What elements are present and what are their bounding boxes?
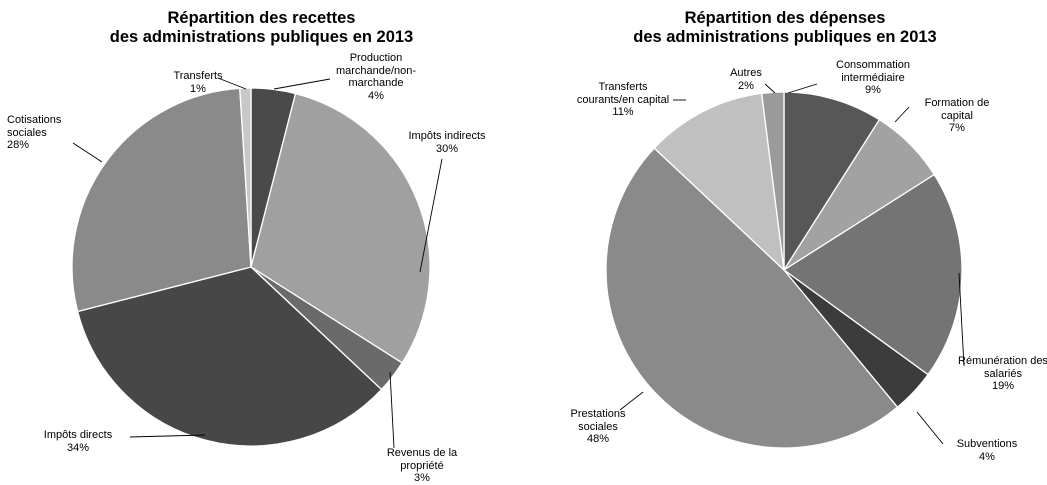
chart-title-line-2: des administrations publiques en 2013 [633, 28, 937, 46]
data-label-cotisations-sociales: Cotisations sociales 28% [7, 114, 75, 152]
pie-chart-recettes: Répartition des recettes des administrat… [0, 0, 523, 484]
slice-label-text: courants/en capital [576, 93, 670, 106]
leader-line-consommation-intermediaire [787, 83, 818, 94]
leader-line-transferts [217, 77, 247, 90]
data-label-production-marchande-non-marchande: Production marchande/non-marchande 4% [333, 52, 419, 102]
chart-title-line-1: Répartition des recettes [167, 9, 356, 27]
leader-line-cotisations-sociales [72, 142, 103, 163]
slice-label-text: Impôts directs [43, 429, 113, 441]
slice-label-text: Consommation [836, 59, 910, 71]
slice-value-text: 48% [586, 433, 610, 445]
slice-value-text: 3% [414, 472, 430, 484]
slice-label-text: Impôts indirects [408, 130, 486, 142]
slice-label-text: Formation de [924, 97, 990, 109]
slice-label-text: propriété [400, 459, 444, 472]
chart-title-line-2: des administrations publiques en 2013 [109, 28, 414, 46]
slice-value-text: 2% [738, 79, 754, 92]
slice-label-text: marchande/non- [335, 64, 417, 77]
leader-line-revenus-de-la-propriete [389, 371, 395, 449]
leader-line-prestations-sociales [619, 391, 644, 411]
slice-value-text: 4% [368, 89, 384, 102]
data-label-prestations-sociales: Prestations sociales 48% [558, 408, 638, 446]
slice-label-text: sociales [7, 126, 47, 139]
pie-slice-consommation-intermediaire [783, 91, 881, 273]
slice-value-text: 19% [991, 380, 1015, 392]
slice-value-text: 34% [66, 441, 90, 454]
slice-label-text: Revenus de la [386, 447, 458, 459]
slice-value-text: 1% [190, 82, 206, 95]
slice-value-text: 28% [7, 139, 30, 151]
pie-slice-impots-directs [76, 266, 383, 447]
data-label-consommation-intermediaire: Consommation intermédiaire 9% [813, 59, 933, 97]
leader-line-autres [764, 83, 776, 94]
pie-slice-remuneration-des-salaries [782, 173, 963, 376]
chart-title-depenses: Répartition des dépenses des administrat… [523, 9, 1047, 47]
slice-value-text: 30% [435, 142, 459, 155]
leader-line-remuneration-des-salaries [958, 272, 965, 367]
slice-label-text: marchande [348, 77, 404, 89]
slice-label-text: Autres [730, 67, 762, 79]
pie-slice-impots-indirects [250, 92, 431, 364]
slice-label-text: intermédiaire [841, 71, 905, 84]
data-label-transferts-courants-en-capital: Transferts courants/en capital 11% [563, 81, 683, 119]
data-label-impots-indirects: Impôts indirects 30% [397, 130, 497, 155]
slice-value-text: 4% [979, 450, 995, 463]
data-label-transferts: Transferts 1% [165, 70, 231, 95]
pie-slice-transferts [239, 87, 252, 268]
leader-line-production-marchande-non-marchande [273, 78, 331, 90]
leader-line-formation-de-capital [894, 106, 910, 123]
leader-line-impots-directs [129, 434, 206, 438]
pie-chart-depenses: Répartition des dépenses des administrat… [523, 0, 1047, 478]
slice-label-text: sociales [578, 420, 618, 433]
data-label-autres: Autres 2% [725, 67, 767, 92]
pie-slice-prestations-sociales [605, 147, 899, 449]
slice-label-text: Subventions [956, 438, 1018, 450]
pie-slice-autres [760, 91, 785, 271]
pie-slice-cotisations-sociales [71, 87, 252, 313]
chart-title-line-1: Répartition des dépenses [684, 9, 886, 27]
slice-label-text: capital [941, 109, 973, 122]
pie-plot-area-recettes [71, 77, 443, 449]
data-label-formation-de-capital: Formation de capital 7% [903, 97, 1011, 135]
leader-line-subventions [916, 411, 944, 445]
data-label-subventions: Subventions 4% [943, 438, 1031, 463]
data-label-impots-directs: Impôts directs 34% [28, 429, 128, 454]
chart-title-recettes: Répartition des recettes des administrat… [0, 9, 523, 47]
slice-value-text: 7% [949, 122, 965, 134]
slice-value-text: 9% [865, 84, 881, 96]
slice-value-text: 11% [612, 106, 634, 118]
data-label-remuneration-des-salaries: Rémunération des salariés 19% [948, 355, 1047, 393]
pie-slice-transferts-courants-en-capital [653, 92, 785, 272]
slice-label-text: Cotisations [7, 114, 62, 126]
slice-label-text: Rémunération des [958, 355, 1047, 367]
slice-label-text: salariés [984, 367, 1022, 380]
data-label-revenus-de-la-propriete: Revenus de la propriété 3% [372, 447, 472, 485]
slice-label-text: Transferts [173, 70, 223, 82]
leader-line-impots-indirects [419, 158, 443, 273]
slice-label-text: Transferts [598, 81, 648, 93]
slice-label-text: Prestations [570, 408, 626, 420]
slice-label-text: Production [349, 52, 403, 64]
pie-plot-area-depenses [605, 83, 965, 449]
